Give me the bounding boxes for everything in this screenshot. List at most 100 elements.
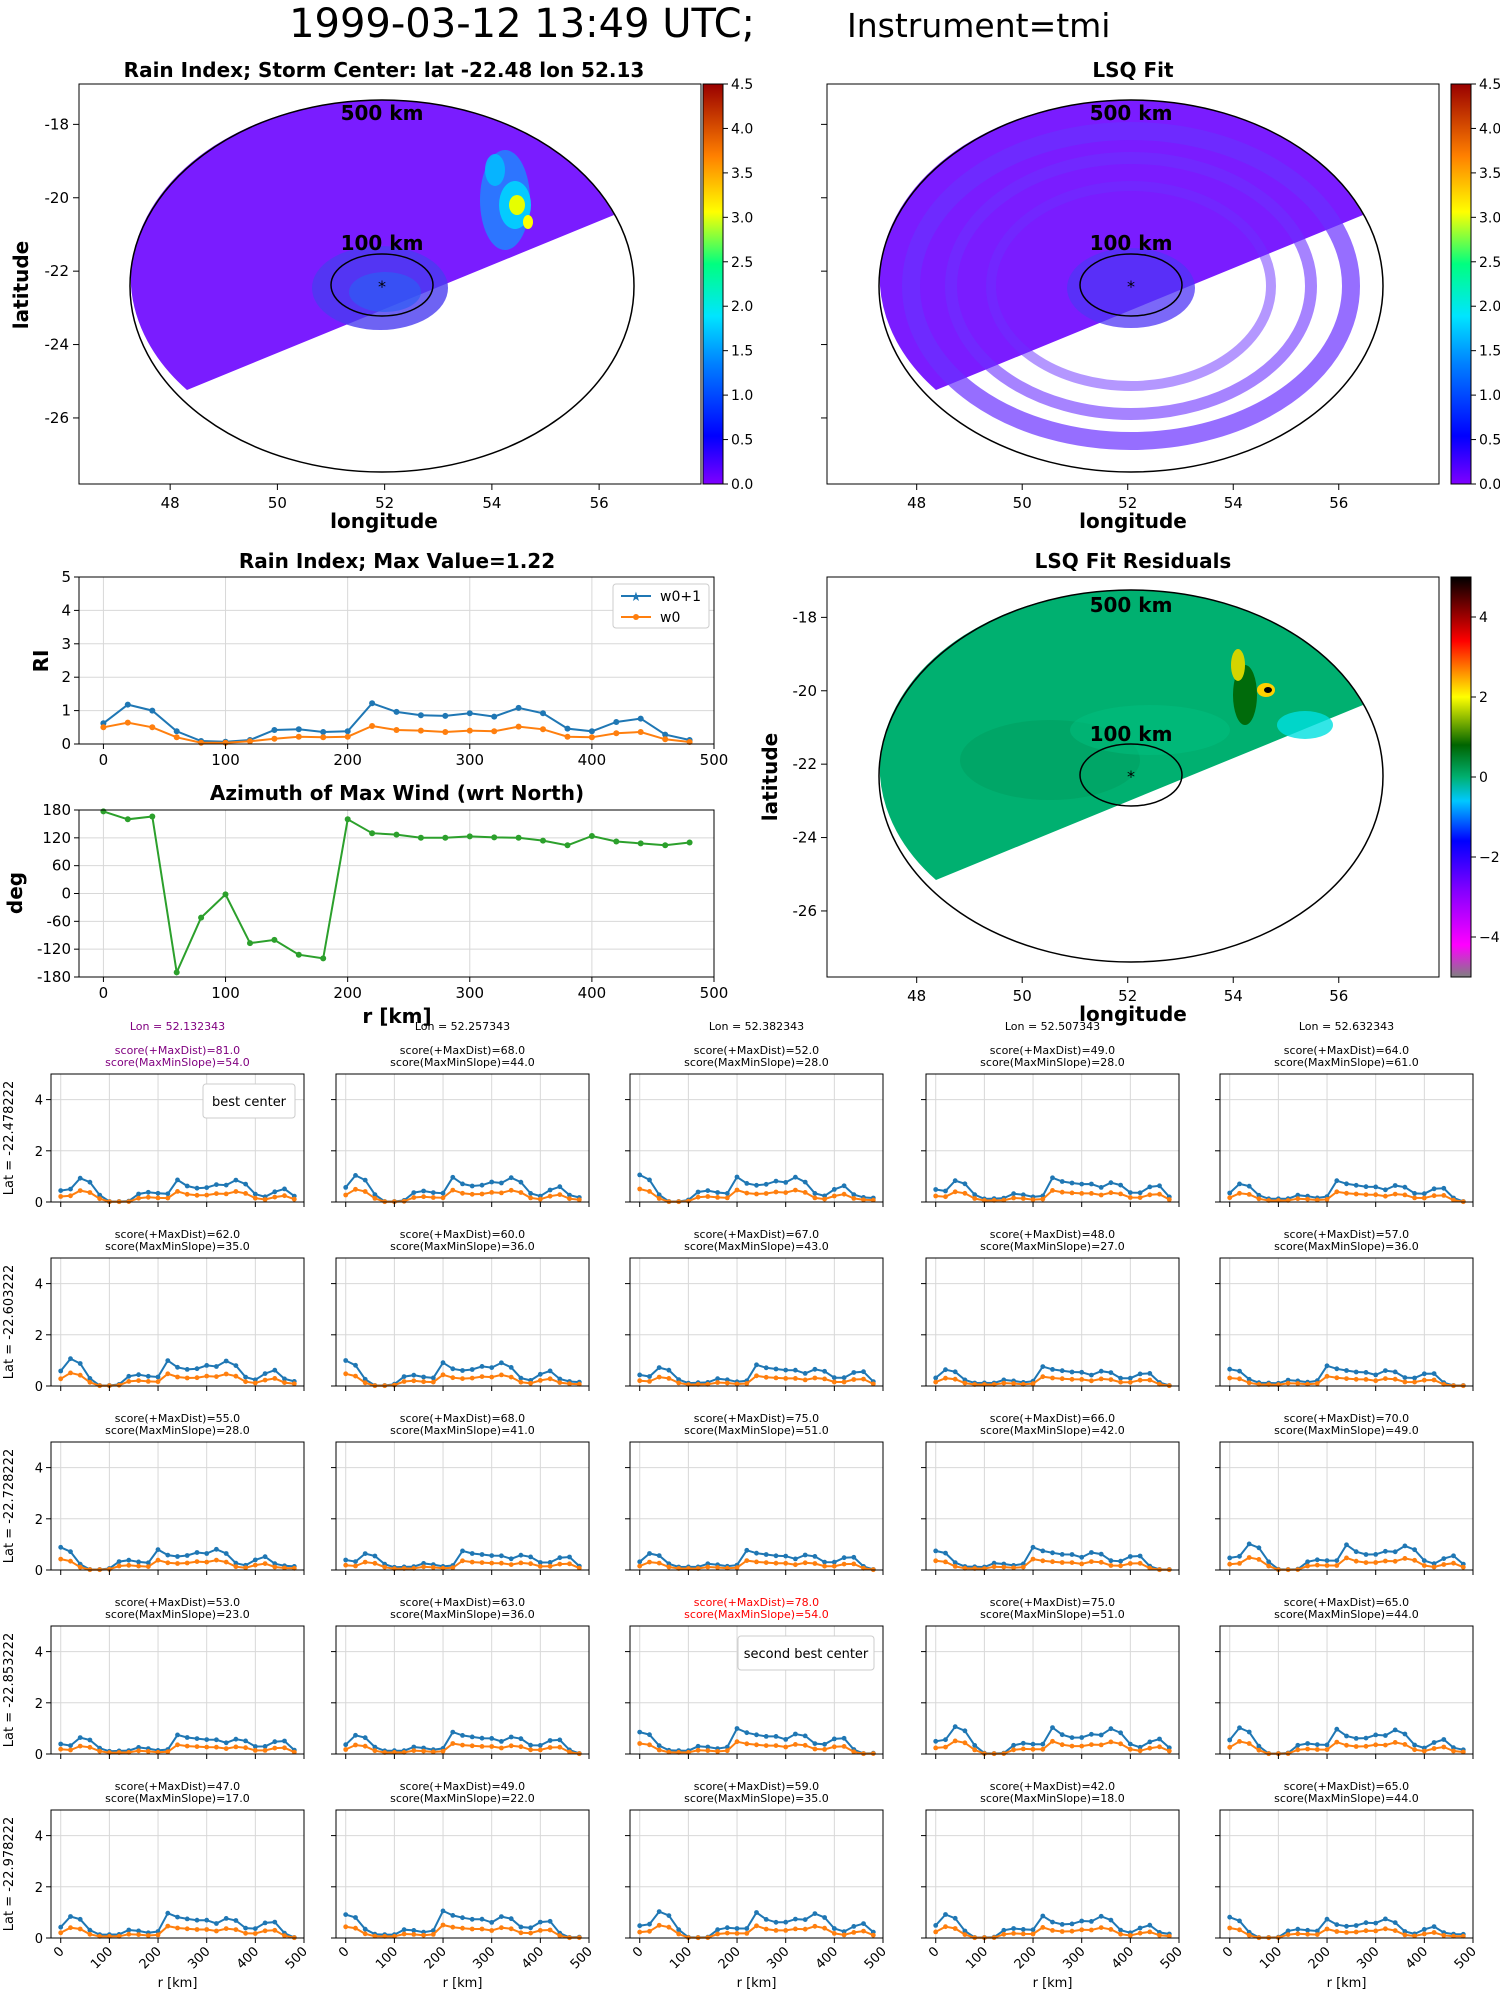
data-point [962, 1190, 968, 1196]
data-point [1001, 1564, 1007, 1570]
data-point [1256, 1545, 1262, 1551]
data-point [1011, 1931, 1016, 1936]
data-point [291, 1381, 297, 1387]
data-point [831, 1744, 837, 1750]
data-point [763, 1917, 769, 1922]
data-point [754, 1191, 759, 1197]
data-point [783, 1928, 789, 1933]
candidate-score-maxdist: score(+MaxDist)=65.0 [1284, 1780, 1409, 1793]
lsq-fit-map-xlabel: longitude [1079, 509, 1187, 533]
data-point [1324, 1742, 1330, 1748]
data-point [841, 1555, 847, 1561]
data-point [499, 1745, 504, 1751]
data-point [204, 1737, 210, 1742]
colorbar-tick-label: 2.5 [1479, 255, 1500, 271]
data-point [184, 1375, 190, 1381]
data-point [271, 727, 278, 733]
xtick-label: 400 [578, 984, 607, 1002]
data-point [1402, 1742, 1408, 1747]
data-point [1069, 1552, 1075, 1557]
xtick-label: 200 [1012, 1944, 1040, 1972]
data-point [272, 1739, 278, 1745]
data-point [861, 1928, 866, 1934]
data-point [1020, 1192, 1026, 1198]
candidate-score-maxdist: score(+MaxDist)=78.0 [694, 1596, 819, 1609]
xtick-label: 100 [211, 751, 240, 769]
data-point [58, 1930, 64, 1936]
data-point [233, 1927, 239, 1932]
data-point [1030, 1556, 1036, 1562]
data-point [666, 1564, 672, 1570]
data-point [613, 838, 620, 845]
data-point [491, 728, 498, 735]
data-point [1040, 1925, 1046, 1930]
data-point [508, 1562, 514, 1567]
colorbar-tick-label: 4.0 [731, 121, 753, 137]
data-point [1421, 1371, 1427, 1377]
data-point [962, 1380, 968, 1386]
candidate-xlabel: r [km] [158, 1976, 198, 1991]
candidate-score-maxminslope: score(MaxMinSlope)=22.0 [390, 1792, 535, 1805]
data-point [184, 1553, 190, 1558]
data-point [184, 1191, 190, 1197]
candidate-score-maxdist: score(+MaxDist)=59.0 [694, 1780, 819, 1793]
xtick-label: 300 [185, 1944, 213, 1972]
ytick-label: 180 [42, 801, 71, 819]
data-point [499, 1739, 504, 1744]
data-point [822, 1925, 827, 1931]
xtick-label: 300 [455, 984, 484, 1002]
ytick-label: 120 [42, 829, 71, 847]
data-point [1314, 1928, 1320, 1934]
data-point [763, 1191, 769, 1196]
data-point [1314, 1381, 1320, 1386]
data-point [1098, 1185, 1104, 1190]
plot-frame [1219, 1257, 1474, 1387]
plot-frame [629, 1073, 884, 1203]
data-point [223, 1191, 229, 1197]
candidate-subplot: score(+MaxDist)=75.0score(MaxMinSlope)=5… [625, 1412, 884, 1575]
data-point [362, 1931, 368, 1937]
data-point [68, 1356, 73, 1362]
data-point [68, 1743, 73, 1748]
data-point [1011, 1926, 1016, 1931]
data-point [1451, 1933, 1456, 1939]
candidate-score-maxdist: score(+MaxDist)=55.0 [115, 1412, 240, 1425]
data-point [841, 1744, 847, 1749]
lsq-residual-map: LSQ Fit Residuals * 500 km 100 km 48 50 52… [758, 549, 1500, 1026]
data-point [637, 1186, 643, 1192]
data-point [1324, 1747, 1330, 1752]
data-point [1079, 1377, 1085, 1382]
data-point [647, 1374, 652, 1379]
data-point [1363, 1184, 1369, 1190]
data-point [1237, 1918, 1242, 1924]
map-ytick-label: -24 [793, 829, 818, 847]
candidate-center-grid: Lon = 52.132343score(+MaxDist)=81.0score… [2, 1020, 1480, 1991]
data-point [97, 1748, 103, 1754]
data-point [515, 834, 522, 841]
data-point [272, 1919, 278, 1925]
candidate-score-maxdist: score(+MaxDist)=49.0 [990, 1044, 1115, 1057]
data-point [198, 914, 205, 921]
data-point [165, 1552, 171, 1558]
data-point [1383, 1916, 1388, 1922]
data-point [145, 1373, 151, 1379]
data-point [460, 1181, 465, 1187]
data-point [214, 1546, 219, 1552]
data-point [489, 1365, 495, 1370]
data-point [194, 1559, 200, 1564]
data-point [1127, 1190, 1133, 1195]
data-point [1431, 1924, 1437, 1929]
data-point [1383, 1926, 1388, 1932]
data-point [943, 1367, 948, 1373]
data-point [87, 1376, 93, 1381]
data-point [440, 1190, 446, 1196]
data-point [861, 1369, 866, 1375]
xtick-label: 0 [51, 1944, 67, 1960]
data-point [469, 1734, 475, 1740]
candidate-subplot: score(+MaxDist)=42.0score(MaxMinSlope)=1… [921, 1780, 1186, 1991]
data-point [362, 1380, 368, 1386]
data-point [773, 1928, 779, 1933]
data-point [58, 1376, 64, 1382]
data-point [353, 1362, 358, 1368]
azimuth-profile: Azimuth of Max Wind (wrt North) 0 100 200 3… [3, 781, 728, 1028]
